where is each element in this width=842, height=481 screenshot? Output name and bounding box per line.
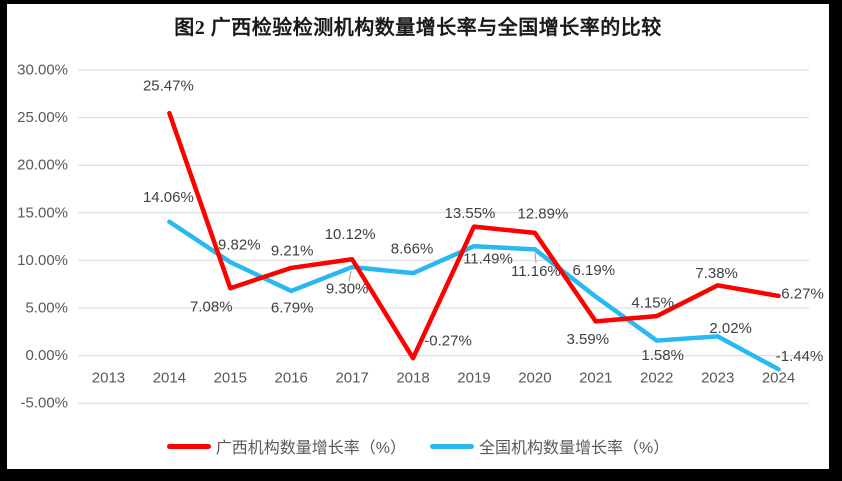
legend-swatch-guangxi-icon: [166, 443, 211, 449]
chart-legend: 广西机构数量增长率（%） 全国机构数量增长率（%）: [7, 434, 829, 458]
y-tick-label: 20.00%: [17, 157, 68, 174]
y-tick-label: 10.00%: [17, 252, 68, 269]
series-line-0: [167, 110, 781, 361]
series-line-1: [167, 219, 781, 372]
x-tick-label: 2024: [762, 370, 795, 387]
y-tick-label: 0.00%: [25, 347, 68, 364]
data-label: 14.06%: [143, 189, 194, 206]
data-label: -1.44%: [776, 348, 824, 365]
x-tick-label: 2016: [275, 370, 308, 387]
y-tick-label: 30.00%: [17, 62, 68, 79]
label-leader-line: [348, 270, 352, 282]
y-tick-label: 25.00%: [17, 109, 68, 126]
data-label: 9.30%: [326, 281, 369, 298]
x-tick-label: 2017: [335, 370, 368, 387]
data-label: 6.19%: [573, 262, 616, 279]
data-label: -0.27%: [424, 333, 472, 350]
chart-plot: 30.00% 25.00% 20.00% 15.00% 10.00% 5.00% 0.00%…: [17, 62, 824, 412]
data-label: 11.49%: [463, 251, 513, 268]
x-tick-label: 2019: [457, 370, 490, 387]
data-label: 4.15%: [631, 295, 674, 312]
data-label: 9.21%: [271, 242, 314, 259]
data-label: 9.82%: [218, 237, 261, 254]
data-label: 7.38%: [695, 265, 738, 282]
label-leader-line: [534, 252, 537, 264]
x-tick-label: 2020: [518, 370, 551, 387]
data-label: 12.89%: [517, 205, 568, 222]
data-label: 8.66%: [391, 241, 434, 258]
data-label: 6.79%: [271, 299, 314, 316]
x-tick-label: 2023: [701, 370, 734, 387]
y-tick-label: 5.00%: [25, 300, 68, 317]
x-tick-label: 2014: [153, 370, 186, 387]
data-label: 2.02%: [709, 320, 752, 337]
chart-title: 图2 广西检验检测机构数量增长率与全国增长率的比较: [174, 17, 662, 39]
x-tick-label: 2021: [579, 370, 612, 387]
legend-item-national: 全国机构数量增长率（%）: [430, 434, 669, 458]
data-label: 3.59%: [567, 331, 610, 348]
data-label: 6.27%: [781, 285, 824, 302]
legend-item-guangxi: 广西机构数量增长率（%）: [166, 434, 406, 458]
y-tick-label: 15.00%: [17, 204, 68, 221]
legend-label-national: 全国机构数量增长率（%）: [479, 440, 670, 457]
data-label: 7.08%: [190, 299, 233, 316]
data-label: 25.47%: [143, 78, 194, 95]
x-tick-label: 2013: [92, 370, 125, 387]
data-label: 10.12%: [325, 226, 376, 243]
data-label: 1.58%: [641, 347, 684, 364]
x-tick-label: 2022: [640, 370, 673, 387]
legend-label-guangxi: 广西机构数量增长率（%）: [215, 440, 406, 457]
x-tick-label: 2018: [396, 370, 429, 387]
y-tick-label: -5.00%: [20, 395, 68, 412]
x-tick-label: 2015: [214, 370, 247, 387]
data-label: 13.55%: [445, 205, 496, 222]
legend-swatch-national-icon: [430, 443, 474, 449]
data-label: 11.16%: [511, 263, 561, 280]
